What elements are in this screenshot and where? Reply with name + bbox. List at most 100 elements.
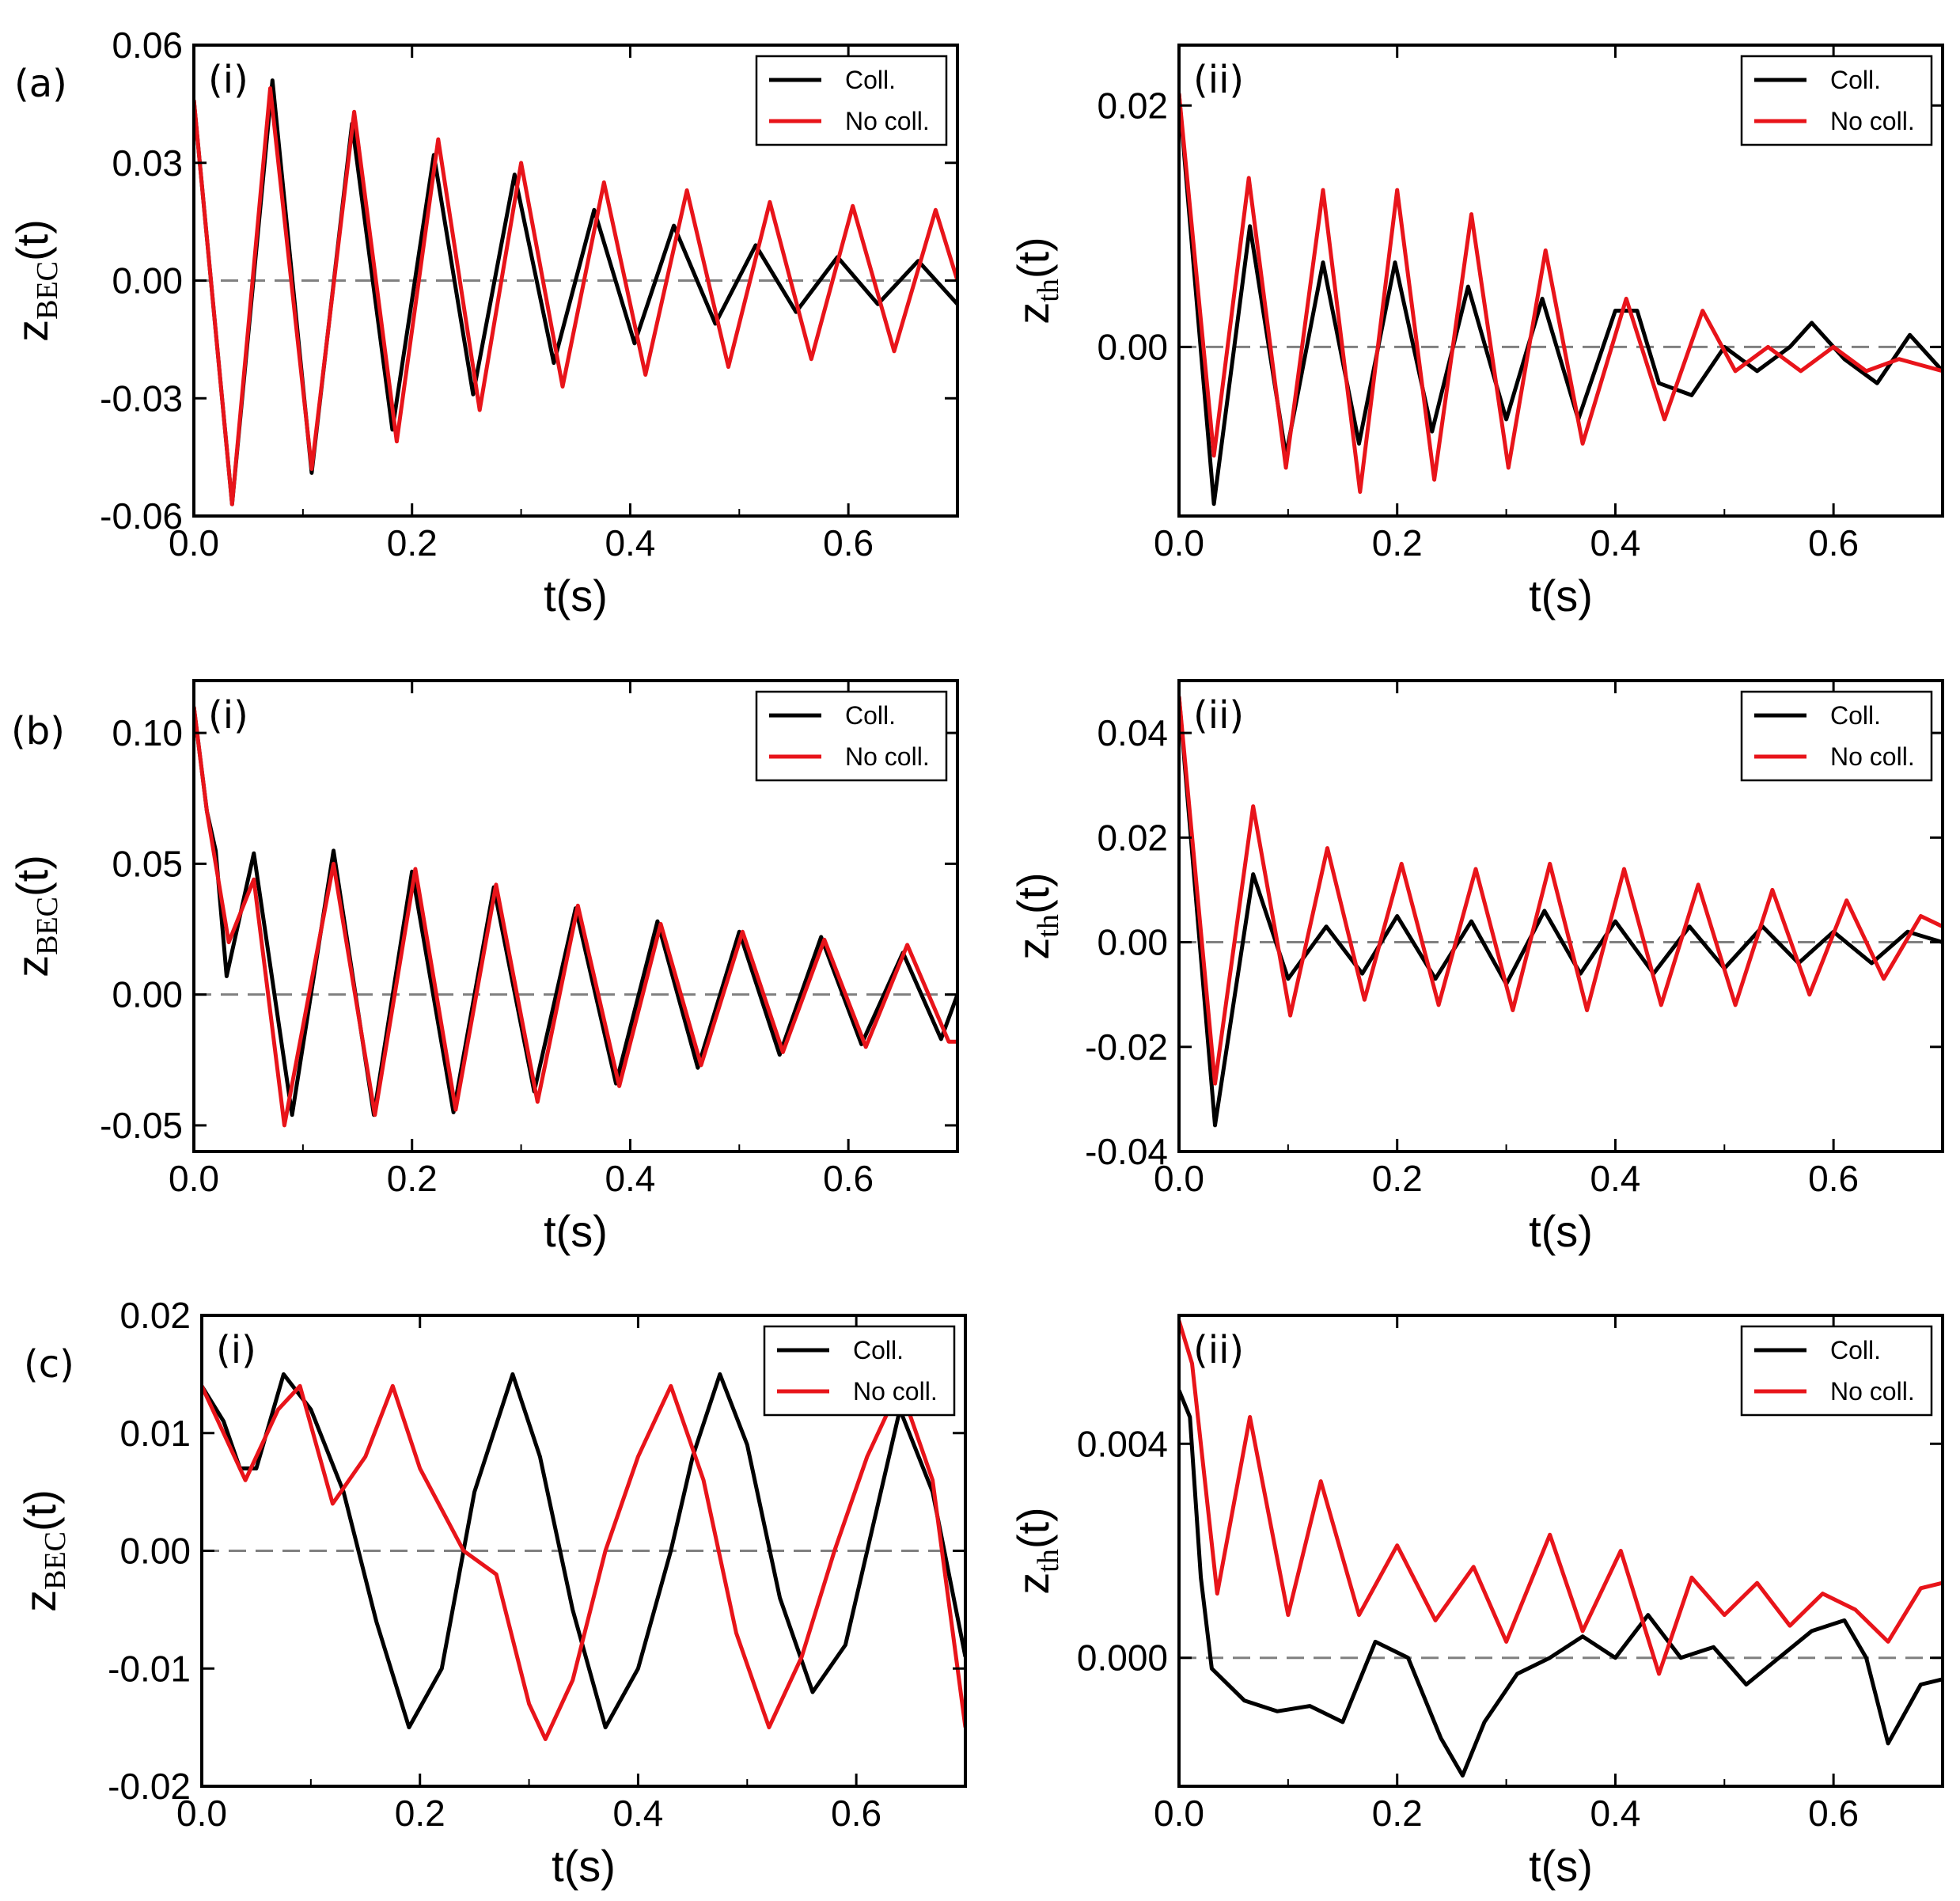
series-line-coll: [202, 1372, 965, 1730]
panel-label: (ii): [1193, 693, 1244, 738]
x-tick-label: 0.2: [387, 522, 438, 563]
legend-label-nocoll: No coll.: [845, 107, 930, 135]
legend-label-coll: Coll.: [1830, 701, 1881, 730]
panel-label: (ii): [1193, 1328, 1244, 1372]
series-line-coll: [1179, 93, 1943, 507]
legend-label-nocoll: No coll.: [853, 1377, 938, 1406]
legend-label-coll: Coll.: [853, 1336, 904, 1364]
plot-frame: [1177, 679, 1944, 1153]
y-tick-label: 0.00: [119, 1531, 191, 1572]
y-tick-label: 0.000: [1077, 1637, 1168, 1679]
y-tick-label: 0.02: [1097, 817, 1168, 858]
legend-label-coll: Coll.: [845, 701, 896, 730]
y-axis-label: zBEC(t): [7, 855, 64, 977]
y-tick-label: -0.01: [108, 1648, 191, 1689]
y-tick-label: -0.04: [1085, 1131, 1168, 1172]
x-axis-label: t(s): [552, 1841, 616, 1891]
x-tick-label: 0.0: [1154, 1793, 1204, 1834]
y-axis-label: zth(t): [1008, 1507, 1065, 1594]
legend: Coll. No coll.: [763, 1325, 956, 1417]
series-line-nocoll: [194, 86, 957, 507]
x-tick-label: 0.6: [1808, 522, 1859, 563]
y-tick-label: 0.05: [112, 843, 183, 884]
legend-box: [755, 690, 948, 782]
x-tick-label: 0.4: [1590, 522, 1640, 563]
x-axis-label: t(s): [544, 571, 608, 620]
x-tick-label: 0.2: [1372, 522, 1423, 563]
series-line-nocoll: [1179, 696, 1943, 1086]
y-tick-label: 0.01: [119, 1413, 191, 1454]
panel-c-ii: 0.0 0.2 0.4 0.6 0.000 0.004 t(s) zth(t) (ii) Coll…: [1008, 1314, 1944, 1891]
x-tick-label: 0.6: [1808, 1158, 1859, 1199]
series-line-nocoll: [1179, 1320, 1943, 1676]
legend-label-nocoll: No coll.: [1830, 1377, 1915, 1406]
plot-frame: [1177, 44, 1944, 518]
x-axis-label: t(s): [1529, 1841, 1593, 1891]
panel-b-ii: 0.0 0.2 0.4 0.6 -0.04 -0.02 0.00 0.02 0.04 t(s) zt…: [1008, 679, 1944, 1256]
panels-group: 0.0 0.2 0.4 0.6 -0.06 -0.03 0.00 0.03 0.06 t(s) zB…: [7, 25, 1944, 1891]
row-label-b: (b): [11, 709, 65, 753]
panel-label: (i): [216, 1328, 256, 1372]
x-tick-label: 0.2: [1372, 1158, 1423, 1199]
plot-frame: [1177, 1314, 1944, 1788]
legend-label-coll: Coll.: [845, 66, 896, 94]
y-tick-label: -0.06: [100, 495, 183, 537]
row-label-c: (c): [24, 1342, 74, 1387]
legend: Coll. No coll.: [755, 690, 948, 782]
legend-label-nocoll: No coll.: [845, 742, 930, 771]
legend: Coll. No coll.: [1740, 55, 1933, 146]
y-tick-label: -0.02: [1085, 1026, 1168, 1068]
legend-label-coll: Coll.: [1830, 66, 1881, 94]
y-tick-label: 0.00: [112, 974, 183, 1015]
panel-label: (i): [208, 693, 248, 738]
legend-box: [1740, 690, 1933, 782]
y-tick-label: -0.03: [100, 378, 183, 419]
series-line-nocoll: [1179, 93, 1943, 494]
plot-frame: [192, 679, 959, 1153]
x-tick-label: 0.0: [169, 522, 219, 563]
y-tick-label: 0.004: [1077, 1423, 1168, 1464]
panel-c-i: 0.0 0.2 0.4 0.6 -0.02 -0.01 0.00 0.01 0.02 t(s) zB…: [15, 1295, 967, 1891]
y-tick-label: 0.02: [119, 1295, 191, 1336]
panel-b-i: 0.0 0.2 0.4 0.6 -0.05 0.00 0.05 0.10 t(s) zBEC(t)…: [7, 679, 959, 1256]
legend-box: [1740, 55, 1933, 146]
legend-box: [1740, 1325, 1933, 1417]
y-tick-label: 0.00: [1097, 922, 1168, 963]
x-tick-label: 0.6: [823, 522, 874, 563]
y-tick-label: -0.05: [100, 1105, 183, 1146]
x-tick-label: 0.0: [1154, 1158, 1204, 1199]
panel-label: (i): [208, 58, 248, 102]
series-line-coll: [1179, 696, 1943, 1128]
legend: Coll. No coll.: [755, 55, 948, 146]
legend: Coll. No coll.: [1740, 1325, 1933, 1417]
x-axis-label: t(s): [1529, 1206, 1593, 1256]
legend-box: [755, 55, 948, 146]
y-tick-label: 0.04: [1097, 712, 1168, 753]
x-tick-label: 0.2: [1372, 1793, 1423, 1834]
x-tick-label: 0.2: [387, 1158, 438, 1199]
y-tick-label: 0.06: [112, 25, 183, 66]
y-tick-label: 0.03: [112, 142, 183, 184]
x-tick-label: 0.0: [176, 1793, 227, 1834]
panel-a-ii: 0.0 0.2 0.4 0.6 0.00 0.02 t(s) zth(t) (ii) Coll. N…: [1008, 44, 1944, 620]
x-tick-label: 0.4: [605, 522, 655, 563]
y-tick-label: 0.00: [112, 260, 183, 302]
legend-label-nocoll: No coll.: [1830, 742, 1915, 771]
y-tick-label: -0.02: [108, 1766, 191, 1807]
y-tick-label: 0.02: [1097, 85, 1168, 126]
panel-label: (ii): [1193, 58, 1244, 102]
row-label-a: (a): [14, 62, 67, 106]
x-tick-label: 0.0: [1154, 522, 1204, 563]
y-axis-label: zBEC(t): [15, 1489, 72, 1612]
legend-label-nocoll: No coll.: [1830, 107, 1915, 135]
series-line-nocoll: [202, 1383, 965, 1741]
x-axis-label: t(s): [544, 1206, 608, 1256]
x-tick-label: 0.4: [605, 1158, 655, 1199]
x-tick-label: 0.6: [1808, 1793, 1859, 1834]
x-tick-label: 0.6: [831, 1793, 881, 1834]
x-tick-label: 0.6: [823, 1158, 874, 1199]
x-tick-label: 0.4: [1590, 1793, 1640, 1834]
x-tick-label: 0.4: [1590, 1158, 1640, 1199]
x-axis-label: t(s): [1529, 571, 1593, 620]
